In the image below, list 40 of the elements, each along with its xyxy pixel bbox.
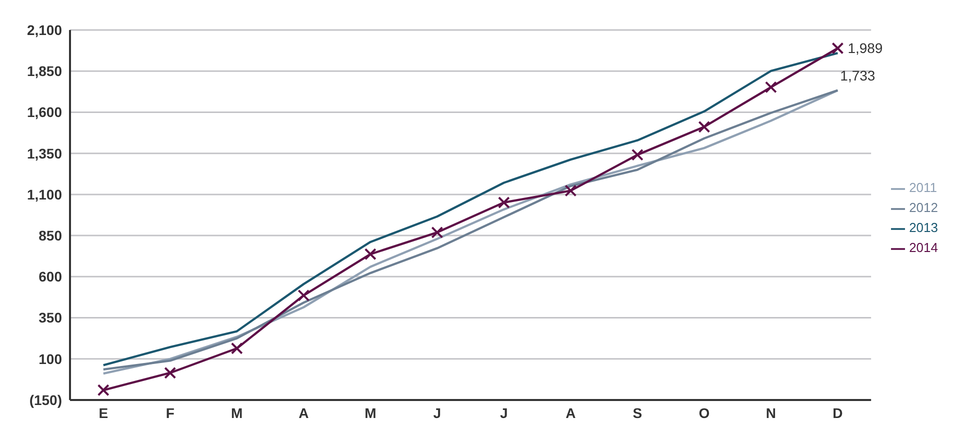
x-tick-label: N xyxy=(766,404,776,421)
x-tick-label: J xyxy=(500,404,508,421)
y-tick-label: 1,600 xyxy=(26,104,62,120)
point xyxy=(230,342,243,354)
x-tick-label: M xyxy=(364,404,376,421)
y-tick-label: 1,350 xyxy=(26,145,62,162)
y-tick-label: 850 xyxy=(38,228,62,244)
point xyxy=(764,81,777,94)
y-tick-label: 2,100 xyxy=(26,22,62,38)
x-tick-label: A xyxy=(566,404,576,421)
x-tick-label: O xyxy=(698,404,710,421)
annotation: 1,733 xyxy=(840,67,876,84)
point xyxy=(298,289,310,302)
legend-label: 2012 xyxy=(909,200,938,215)
x-tick-label: E xyxy=(98,404,108,421)
y-tick-label: (150) xyxy=(29,392,62,408)
y-tick-label: 1,850 xyxy=(26,63,62,80)
legend-label: 2011 xyxy=(909,180,938,195)
x-tick-label: D xyxy=(832,404,843,421)
point xyxy=(498,196,510,208)
y-tick-label: 600 xyxy=(38,268,62,285)
x-tick-label: A xyxy=(298,404,309,421)
x-tick-label: M xyxy=(231,404,243,421)
legend-label: 2013 xyxy=(909,220,938,235)
point xyxy=(97,384,110,396)
annotation: 1,989 xyxy=(848,40,883,56)
point xyxy=(631,148,644,161)
x-tick-label: S xyxy=(632,404,642,421)
legend-label: 2014 xyxy=(909,240,938,255)
y-tick-label: 100 xyxy=(38,350,62,367)
point xyxy=(431,226,444,238)
point xyxy=(564,184,577,197)
point xyxy=(698,120,710,133)
x-tick-label: F xyxy=(166,404,175,421)
y-tick-label: 1,100 xyxy=(26,186,62,202)
point xyxy=(832,42,844,54)
point xyxy=(164,366,176,379)
y-tick-label: 350 xyxy=(38,310,62,326)
x-tick-label: J xyxy=(433,404,442,421)
point xyxy=(364,248,376,260)
